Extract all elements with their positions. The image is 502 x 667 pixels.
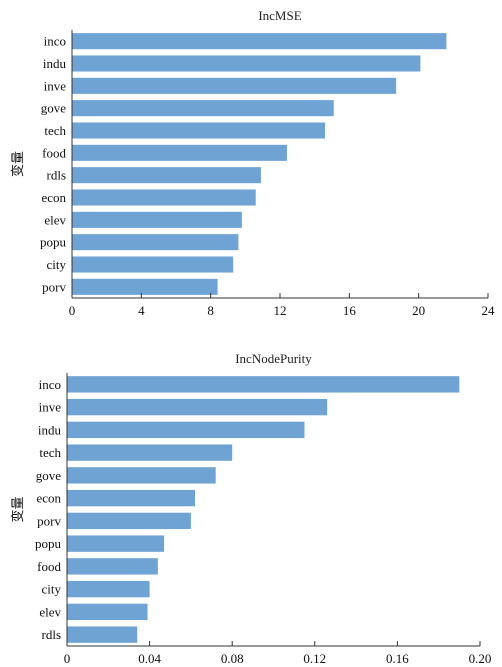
- category-label: inco: [44, 34, 66, 49]
- category-label: inve: [39, 400, 62, 415]
- bar-porv: [72, 278, 218, 295]
- bar-gove: [72, 100, 334, 117]
- category-label: gove: [41, 101, 67, 116]
- category-label: food: [42, 145, 66, 160]
- chart-title: IncNodePurity: [235, 351, 312, 366]
- x-tick-label: 4: [138, 303, 145, 318]
- x-tick-label: 0.16: [386, 651, 409, 666]
- bar-inco: [67, 376, 460, 393]
- x-tick-label: 20: [412, 303, 425, 318]
- category-label: popu: [40, 235, 67, 250]
- bar-elev: [67, 603, 148, 621]
- category-label: tech: [44, 123, 66, 138]
- x-tick-label: 16: [343, 303, 357, 318]
- x-tick-label: 0.20: [469, 651, 492, 666]
- bar-inve: [67, 398, 328, 416]
- x-tick-label: 0.08: [221, 651, 244, 666]
- bar-rdls: [67, 626, 138, 643]
- bar-inco: [72, 33, 447, 50]
- y-axis-label: 变量: [10, 151, 26, 177]
- category-label: indu: [38, 422, 62, 437]
- bar-rdls: [72, 167, 261, 184]
- category-label: econ: [41, 190, 66, 205]
- category-label: elev: [44, 212, 66, 227]
- bar-tech: [72, 122, 326, 139]
- category-label: city: [47, 257, 67, 272]
- x-tick-label: 0: [64, 651, 71, 666]
- category-label: elev: [39, 604, 61, 619]
- chart-incmse: IncMSE 变量 inco indu inve gove tech food rdls econ…: [10, 8, 495, 318]
- x-tick-label: 0.12: [303, 651, 326, 666]
- bar-elev: [72, 211, 242, 228]
- category-label: porv: [42, 279, 66, 294]
- bar-indu: [72, 55, 421, 72]
- bar-econ: [67, 489, 196, 507]
- bar-tech: [67, 444, 233, 461]
- category-label: tech: [39, 445, 61, 460]
- bar-econ: [72, 189, 256, 206]
- bar-gove: [67, 467, 216, 484]
- x-tick-label: 0: [69, 303, 76, 318]
- y-axis-label: 变量: [10, 496, 26, 522]
- bar-city: [67, 580, 150, 598]
- bar-food: [67, 558, 158, 575]
- bar-popu: [72, 234, 239, 251]
- category-label: gove: [36, 468, 62, 483]
- category-label: econ: [36, 491, 61, 506]
- category-label: inve: [44, 78, 67, 93]
- bar-popu: [67, 535, 165, 552]
- category-label: porv: [37, 513, 61, 528]
- category-label: food: [37, 559, 61, 574]
- chart-incnodepurity: IncNodePurity 变量 inco inve indu tech gove econ p…: [10, 351, 491, 666]
- x-tick-label: 24: [482, 303, 496, 318]
- category-label: rdls: [42, 627, 62, 642]
- category-label: indu: [43, 56, 67, 71]
- bar-porv: [67, 512, 191, 530]
- bar-food: [72, 144, 287, 161]
- chart-title: IncMSE: [258, 8, 301, 23]
- category-label: popu: [35, 536, 62, 551]
- category-label: rdls: [47, 168, 67, 183]
- category-label: inco: [39, 377, 61, 392]
- x-tick-label: 12: [274, 303, 287, 318]
- bar-indu: [67, 421, 305, 439]
- category-label: city: [42, 582, 62, 597]
- bar-city: [72, 256, 234, 273]
- x-tick-label: 8: [207, 303, 214, 318]
- bar-inve: [72, 77, 397, 94]
- x-tick-label: 0.04: [138, 651, 161, 666]
